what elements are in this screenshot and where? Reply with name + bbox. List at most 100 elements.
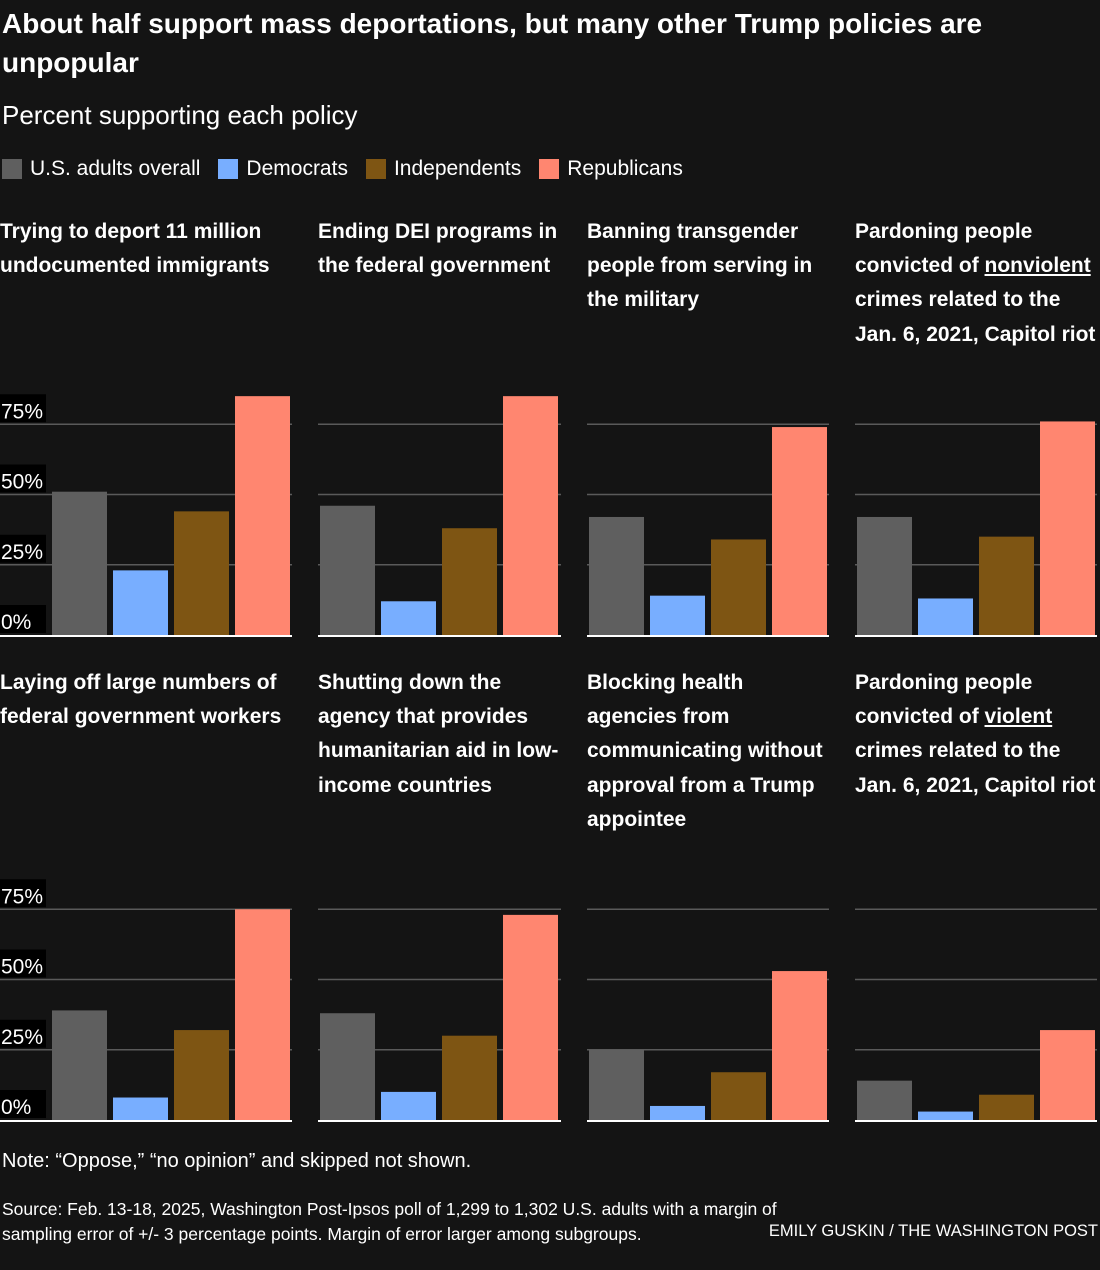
legend-swatch: [365, 159, 386, 179]
bar-dem: [381, 601, 436, 635]
panel-title-text: Shutting down the agency that provides h…: [318, 671, 559, 797]
bar-rep: [235, 909, 290, 1120]
small-multiple-panel: Banning transgender people from serving …: [587, 215, 829, 640]
panel-title: Pardoning people convicted of violent cr…: [855, 666, 1099, 803]
bar-dem: [650, 595, 705, 635]
panel-title-text: Ending DEI programs in the federal gover…: [318, 220, 558, 278]
legend-label: U.S. adults overall: [30, 157, 201, 180]
panel-title-text: Pardoning people convicted of: [855, 220, 1033, 278]
panel-title-text: crimes related to the Jan. 6, 2021, Capi…: [855, 739, 1096, 797]
tick-label-bg: [0, 1090, 46, 1118]
tick-label-bg: [0, 394, 46, 423]
chart-subtitle: Percent supporting each policy: [2, 100, 358, 130]
panel-title-text: crimes related to the Jan. 6, 2021, Capi…: [855, 288, 1096, 346]
bar-rep: [772, 427, 827, 635]
y-tick-label: 75%: [1, 400, 43, 423]
panel-title-text: Laying off large numbers of federal gove…: [0, 671, 282, 729]
bar-overall: [320, 1013, 375, 1120]
bar-overall: [52, 491, 107, 635]
bar-ind: [442, 528, 497, 635]
bar-dem: [650, 1105, 705, 1120]
bar-rep: [772, 971, 827, 1120]
small-multiple-panel: Laying off large numbers of federal gove…: [0, 666, 292, 1125]
small-multiple-panel: Ending DEI programs in the federal gover…: [318, 215, 561, 640]
bar-overall: [857, 1080, 912, 1120]
bar-ind: [174, 511, 229, 635]
source: Source: Feb. 13-18, 2025, Washington Pos…: [2, 1199, 777, 1244]
legend-item-republicans: Republicans: [539, 157, 683, 181]
y-tick-label: 75%: [1, 885, 43, 908]
panel-title-emphasis: nonviolent: [984, 254, 1091, 278]
credit: EMILY GUSKIN / THE WASHINGTON POST: [768, 1222, 1098, 1240]
panel-title: Laying off large numbers of federal gove…: [0, 666, 294, 734]
legend-label: Independents: [393, 157, 522, 180]
tick-label-bg: [0, 605, 46, 633]
panel-title-text: Banning transgender people from serving …: [587, 220, 813, 312]
bar-ind: [711, 1072, 766, 1120]
legend-label: Democrats: [246, 157, 348, 180]
tick-label-bg: [0, 1019, 46, 1048]
panel-plot: 0% 25% 50% 75%: [0, 879, 292, 1122]
legend-label: Republicans: [567, 157, 683, 180]
panel-plot: 0% 25% 50% 75%: [0, 394, 292, 637]
small-multiple-panel: Pardoning people convicted of nonviolent…: [855, 215, 1097, 640]
bar-overall: [320, 505, 375, 635]
legend-swatch: [218, 159, 239, 179]
bar-dem: [918, 598, 973, 635]
panel-plot: [587, 908, 829, 1122]
y-tick-label: 25%: [1, 1026, 43, 1049]
legend-item-independents: Independents: [365, 157, 522, 181]
small-multiple-panel: Trying to deport 11 million undocumented…: [0, 215, 292, 640]
bar-rep: [1040, 1030, 1095, 1120]
bar-dem: [381, 1091, 436, 1120]
bar-overall: [589, 1049, 644, 1120]
bar-ind: [979, 536, 1034, 635]
tick-label-bg: [0, 464, 46, 493]
bar-dem: [113, 1097, 168, 1120]
bar-dem: [918, 1111, 973, 1120]
tick-label-bg: [0, 534, 46, 563]
legend-item-democrats: Democrats: [218, 157, 348, 181]
small-multiple-panel: Shutting down the agency that provides h…: [318, 666, 561, 1125]
small-multiple-panel: Blocking health agencies from communicat…: [587, 666, 829, 1125]
legend-swatch: [539, 159, 560, 179]
note: Note: “Oppose,” “no opinion” and skipped…: [2, 1150, 472, 1172]
bar-ind: [442, 1035, 497, 1120]
legend: U.S. adults overall Democrats Independen…: [2, 157, 683, 181]
panel-title-text: Blocking health agencies from communicat…: [587, 671, 823, 831]
y-tick-label: 25%: [1, 541, 43, 564]
chart-title: About half support mass deportations, bu…: [2, 8, 983, 78]
bar-rep: [235, 396, 290, 635]
panel-title-emphasis: violent: [984, 705, 1053, 729]
bar-rep: [503, 396, 558, 635]
panel-title: Banning transgender people from serving …: [587, 215, 831, 318]
bar-ind: [174, 1030, 229, 1120]
panel-plot: [318, 908, 561, 1122]
panel-plot: [587, 423, 829, 637]
bar-ind: [979, 1094, 1034, 1120]
panel-title: Ending DEI programs in the federal gover…: [318, 215, 563, 283]
panel-plot: [855, 908, 1097, 1122]
panel-title: Blocking health agencies from communicat…: [587, 666, 831, 837]
panel-title-text: Trying to deport 11 million undocumented…: [0, 220, 270, 278]
panel-title-text: Pardoning people convicted of: [855, 671, 1033, 729]
panel-title: Trying to deport 11 million undocumented…: [0, 215, 294, 283]
tick-label-bg: [0, 879, 46, 908]
y-tick-label: 0%: [1, 1096, 31, 1119]
panel-plot: [318, 396, 561, 637]
panel-title: Pardoning people convicted of nonviolent…: [855, 215, 1099, 352]
bar-rep: [1040, 421, 1095, 635]
bar-overall: [857, 516, 912, 635]
y-tick-label: 50%: [1, 471, 43, 494]
tick-label-bg: [0, 949, 46, 978]
small-multiple-panel: Pardoning people convicted of violent cr…: [855, 666, 1097, 1125]
legend-item-overall: U.S. adults overall: [2, 157, 200, 181]
bar-dem: [113, 570, 168, 635]
y-tick-label: 50%: [1, 956, 43, 979]
bar-ind: [711, 539, 766, 635]
legend-swatch: [2, 159, 22, 179]
bar-rep: [503, 914, 558, 1120]
bar-overall: [52, 1010, 107, 1120]
panel-plot: [855, 421, 1097, 637]
